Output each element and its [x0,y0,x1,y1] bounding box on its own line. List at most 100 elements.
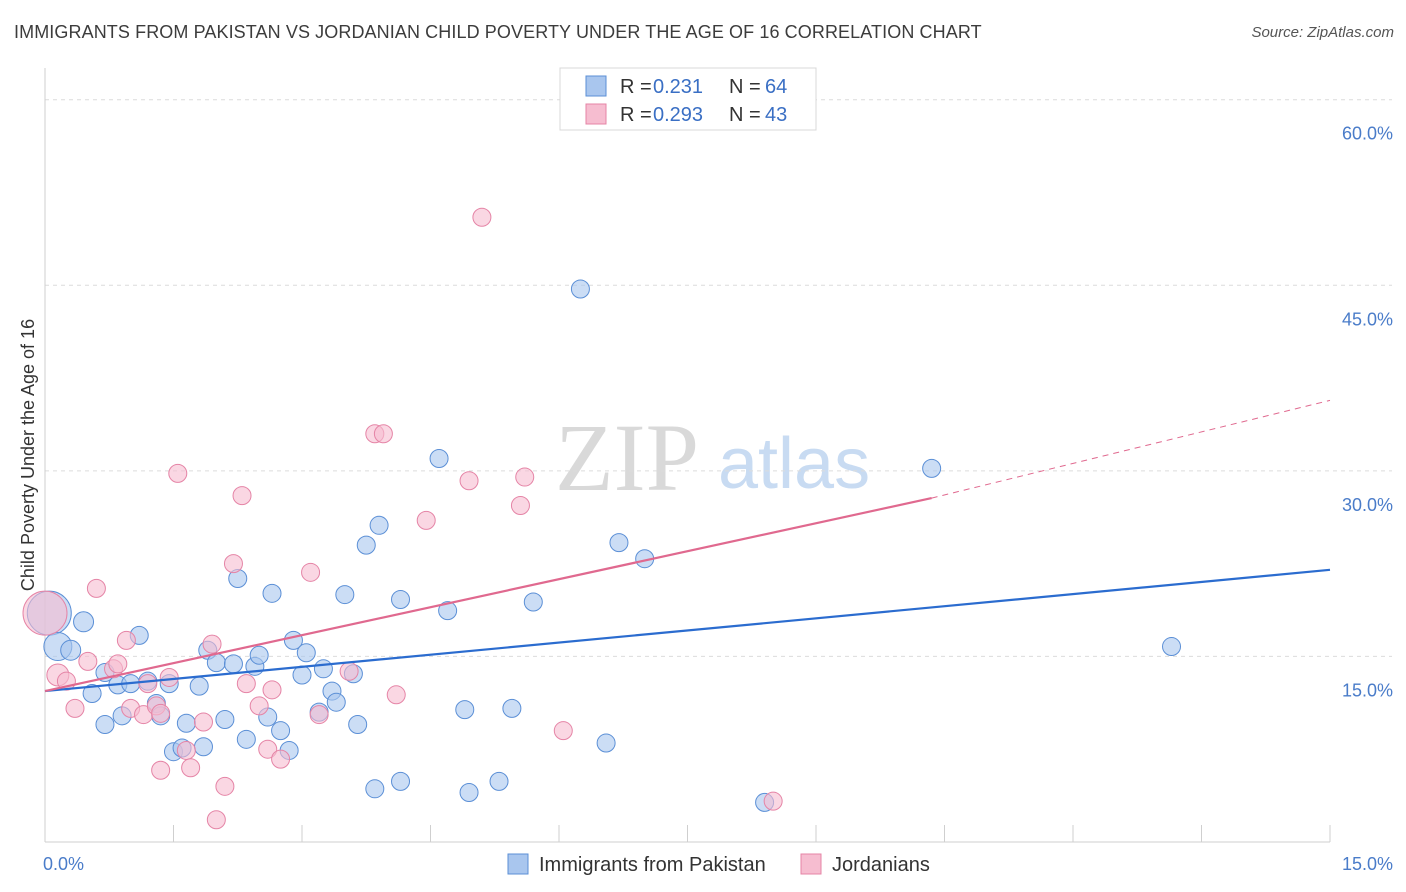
point-jordanians-36 [416,510,436,530]
points-immigrants-from-pakistan [26,279,1182,812]
point-pakistan-19 [193,737,213,757]
y-tick-label-0: 15.0% [1342,680,1393,700]
point-jordanians-26 [249,696,269,716]
point-jordanians-5 [86,578,106,598]
point-jordanians-19 [193,712,213,732]
point-pakistan-2 [60,639,82,661]
point-pakistan-22 [215,710,235,730]
point-pakistan-17 [176,713,196,733]
legend-r-label-pakistan: R = [620,76,652,98]
top-legend: R = 0.231 N = 64 R = 0.293 N = 43 [559,67,817,131]
y-tick-labels: 15.0% 30.0% 45.0% 60.0% [1342,124,1393,701]
point-jordanians-21 [206,810,226,830]
trendline-jordanians-extension [931,399,1331,499]
watermark-atlas: atlas [718,424,870,504]
point-pakistan-33 [292,665,312,685]
point-pakistan-21 [206,653,226,673]
point-pakistan-55 [596,733,616,753]
point-pakistan-53 [523,592,543,612]
legend-n-label-jordanians: N = [729,104,761,126]
y-tick-label-2: 45.0% [1342,309,1393,329]
points-jordanians [22,207,783,830]
point-jordanians-39 [510,496,530,516]
point-pakistan-52 [502,698,522,718]
point-jordanians-37 [459,471,479,491]
point-jordanians-34 [373,424,393,444]
point-jordanians-16 [168,463,188,483]
point-jordanians-41 [553,721,573,741]
chart-title: IMMIGRANTS FROM PAKISTAN VS JORDANIAN CH… [14,22,982,42]
point-jordanians-23 [223,554,243,574]
point-pakistan-59 [922,458,942,478]
point-pakistan-54 [570,279,590,299]
point-jordanians-31 [309,705,329,725]
legend-n-value-pakistan: 64 [765,76,787,98]
point-pakistan-43 [365,779,385,799]
point-jordanians-14 [151,760,171,780]
point-pakistan-56 [609,533,629,553]
point-jordanians-28 [262,680,282,700]
legend-n-label-pakistan: N = [729,76,761,98]
legend-swatch-jordanians [585,103,607,125]
point-jordanians-17 [176,740,196,760]
legend-swatch-pakistan [585,75,607,97]
legend-n-value-jordanians: 43 [765,104,787,126]
point-pakistan-27 [249,645,269,665]
point-jordanians-20 [202,634,222,654]
point-pakistan-38 [326,692,346,712]
y-axis-label: Child Poverty Under the Age of 16 [18,319,38,591]
point-jordanians-29 [271,749,291,769]
watermark-zip: ZIP [555,404,699,511]
trendlines [44,399,1331,693]
bottom-legend-swatch-pakistan [507,853,529,875]
point-pakistan-51 [489,771,509,791]
bottom-legend-swatch-jordanians [800,853,822,875]
point-jordanians-3 [65,698,85,718]
point-jordanians-40 [515,467,535,487]
y-tick-label-1: 30.0% [1342,495,1393,515]
point-pakistan-23 [223,654,243,674]
point-jordanians-22 [215,776,235,796]
bottom-legend-label-jordanians: Jordanians [832,854,930,876]
point-jordanians-8 [116,630,136,650]
trendline-jordanians [44,497,932,693]
point-pakistan-50 [459,783,479,803]
point-jordanians-27 [258,739,278,759]
point-pakistan-34 [296,643,316,663]
point-jordanians-15 [159,667,179,687]
legend-r-value-jordanians: 0.293 [653,104,703,126]
x-tick-labels: 0.0% 15.0% [43,854,1393,874]
bottom-legend-label-pakistan: Immigrants from Pakistan [539,854,766,876]
point-pakistan-44 [369,515,389,535]
point-jordanians-18 [181,758,201,778]
point-pakistan-36 [313,659,333,679]
point-pakistan-49 [455,700,475,720]
grid [45,99,1392,657]
point-jordanians-42 [763,791,783,811]
point-jordanians-0 [22,590,68,636]
point-pakistan-6 [95,714,115,734]
point-jordanians-24 [232,486,252,506]
axes [44,68,1331,843]
legend-r-label-jordanians: R = [620,104,652,126]
point-jordanians-38 [472,207,492,227]
point-pakistan-4 [82,684,102,704]
x-tick-label-1: 15.0% [1342,854,1393,874]
y-tick-label-3: 60.0% [1342,124,1393,144]
point-jordanians-11 [138,674,158,694]
point-jordanians-25 [236,674,256,694]
point-pakistan-29 [262,583,282,603]
point-pakistan-3 [73,611,95,633]
point-pakistan-41 [348,714,368,734]
point-pakistan-42 [356,535,376,555]
point-pakistan-47 [429,449,449,468]
chart-source: Source: ZipAtlas.com [1251,24,1394,41]
point-jordanians-7 [108,654,128,674]
point-jordanians-4 [78,651,98,671]
point-pakistan-30 [271,721,291,741]
point-pakistan-46 [391,771,411,791]
point-pakistan-39 [335,585,355,605]
point-pakistan-60 [1162,637,1182,657]
point-pakistan-45 [391,590,411,610]
